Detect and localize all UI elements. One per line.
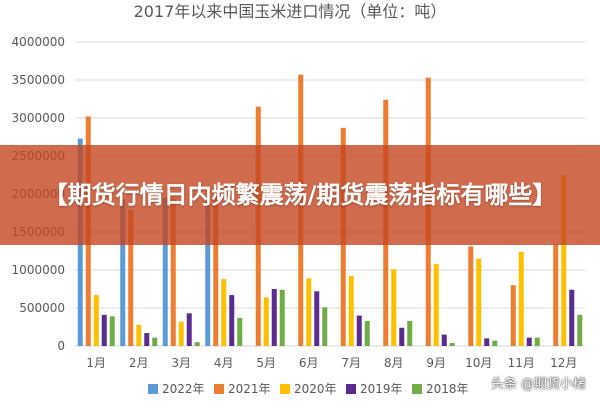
y-tick-label: 1000000 [12,263,65,277]
x-tick-label: 3月 [171,356,191,370]
x-tick-label: 5月 [256,356,276,370]
bar [441,334,447,346]
bar [263,297,269,346]
bar [93,295,99,346]
bar [144,333,150,346]
bar [364,320,370,346]
legend-swatch [280,384,290,394]
chart-title: 2017年以来中国玉米进口情况（单位：吨） [134,2,447,21]
bar [229,295,235,346]
y-tick-label: 3000000 [12,111,65,125]
bar [136,324,142,346]
x-tick-label: 10月 [465,356,492,370]
bar [356,315,362,346]
bar [186,313,192,346]
x-axis: 1月 2月 3月 4月 5月 6月 7月 8月 9月 10月 11月 12月 [86,356,577,370]
x-tick-label: 4月 [214,356,234,370]
bar [433,263,439,346]
bar [407,320,413,346]
legend-label: 2018年 [426,382,469,396]
bar [476,258,482,346]
bar [518,251,524,346]
bar [399,327,405,346]
bar [128,209,134,346]
bar [306,278,312,346]
legend-swatch [214,384,224,394]
bar [526,337,532,346]
watermark: 头条 @期货小楮 [490,377,586,392]
legend-swatch [148,384,158,394]
legend-label: 2020年 [294,382,337,396]
headline-text: 【期货行情日内频繁震荡/期货震荡指标有哪些】 [43,181,557,209]
legend-swatch [412,384,422,394]
bar [221,279,227,346]
x-tick-label: 6月 [299,356,319,370]
bar [492,340,498,346]
bar [213,195,219,346]
x-tick-label: 7月 [341,356,361,370]
y-tick-label: 4000000 [12,35,65,49]
legend-label: 2019年 [360,382,403,396]
x-tick-label: 1月 [86,356,106,370]
legend-label: 2021年 [228,382,271,396]
bar [577,314,583,346]
bar [178,321,184,346]
bar [194,342,200,346]
legend-swatch [346,384,356,394]
y-tick-label: 0 [57,339,65,353]
x-tick-label: 8月 [384,356,404,370]
x-tick-label: 2月 [129,356,149,370]
bar [322,307,328,346]
bar [484,338,490,346]
bar [391,269,397,346]
bar [170,198,176,346]
bar [109,316,115,346]
bar [205,197,211,346]
x-tick-label: 12月 [550,356,577,370]
bar [120,199,126,346]
bar [561,175,567,346]
legend-label: 2022年 [162,382,205,396]
headline-banner: 【期货行情日内频繁震荡/期货震荡指标有哪些】 [0,145,600,245]
y-tick-label: 500000 [19,301,65,315]
bar [314,291,320,346]
bar [553,244,559,346]
y-tick-label: 3500000 [12,73,65,87]
bar [468,246,474,346]
bar [152,337,158,346]
bar [510,285,516,346]
bar [534,337,540,346]
bar [271,289,277,346]
bar [569,289,575,346]
bar [162,197,168,346]
bar [279,289,285,346]
legend: 2022年 2021年 2020年 2019年 2018年 [148,382,469,396]
bar [449,342,455,346]
x-tick-label: 9月 [426,356,446,370]
bar [237,317,243,346]
bar [348,276,354,346]
bar [101,314,107,346]
x-tick-label: 11月 [508,356,535,370]
